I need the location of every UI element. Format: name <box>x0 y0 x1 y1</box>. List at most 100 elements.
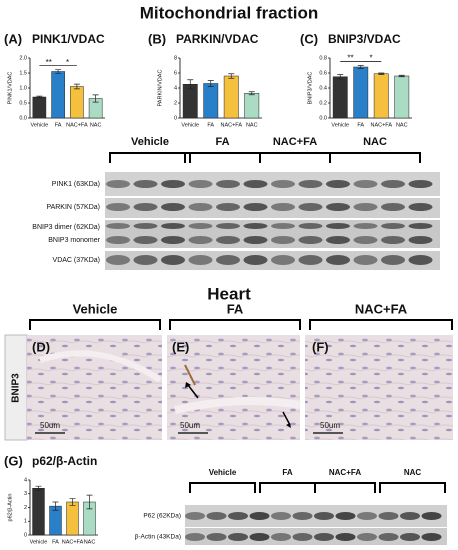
blot-band <box>161 203 185 211</box>
blot-band <box>408 180 433 188</box>
error-bar <box>35 485 42 491</box>
y-tick-label: 1 <box>24 519 27 525</box>
blot-band <box>292 512 313 520</box>
blot-band <box>188 223 213 229</box>
bar <box>353 66 369 119</box>
y-tick-label: 0.5 <box>19 100 27 106</box>
group-label: FA <box>227 301 244 316</box>
group-bracket <box>189 482 256 493</box>
blot-band <box>353 180 378 188</box>
blot-band <box>188 255 213 265</box>
chart-title: PINK1/VDAC <box>32 32 105 46</box>
figure-title: Mitochondrial fraction <box>140 3 319 22</box>
error-bar <box>187 79 194 90</box>
y-tick-label: 3 <box>24 491 27 497</box>
blot-band <box>271 533 291 541</box>
blot-band <box>161 236 185 244</box>
x-tick-label: NAC+FA <box>370 122 392 128</box>
scale-label: 50um <box>40 421 60 430</box>
blot-band <box>216 203 240 211</box>
y-tick-label: 0.2 <box>319 100 327 106</box>
bar <box>373 73 389 119</box>
panel-label: (E) <box>172 339 189 354</box>
significance-label: ** <box>46 58 52 67</box>
group-label: Vehicle <box>131 136 169 148</box>
blot-band <box>185 512 205 520</box>
blot-band <box>400 512 420 520</box>
blot-band <box>133 203 158 211</box>
blot-band <box>243 180 268 188</box>
blot-band <box>133 255 158 265</box>
bar <box>332 76 348 119</box>
group-bracket <box>184 152 261 163</box>
bar <box>394 75 410 119</box>
group-label: NAC <box>363 136 387 148</box>
x-tick-label: NAC <box>396 122 408 128</box>
blot-band <box>353 236 378 244</box>
blot-band <box>381 236 405 244</box>
blot-band <box>188 236 213 244</box>
blot-band <box>353 223 378 229</box>
error-bar <box>228 73 235 79</box>
panel-label: (F) <box>312 339 329 354</box>
group-bracket <box>169 319 301 330</box>
group-label: NAC <box>404 468 422 477</box>
error-bar <box>378 72 385 75</box>
y-tick-label: 0 <box>174 115 177 121</box>
group-label: FA <box>215 136 229 148</box>
group-bracket <box>259 152 331 163</box>
blot-band <box>243 203 268 211</box>
blot-band <box>161 255 185 265</box>
x-tick-label: FA <box>52 539 59 545</box>
blot-band <box>228 533 248 541</box>
blot-band <box>381 203 405 211</box>
y-axis-label: BNIP3/VDAC <box>307 72 313 105</box>
blot-band <box>216 180 240 188</box>
row-label: β-Actin (43KDa) <box>135 534 181 541</box>
blot-band <box>243 236 268 244</box>
blot-band <box>314 512 334 520</box>
row-label: PINK1 (63KDa) <box>52 181 100 188</box>
group-bracket <box>109 152 191 163</box>
blot-band <box>326 255 350 265</box>
y-tick-label: 4 <box>174 85 177 91</box>
blot-band <box>292 533 313 541</box>
y-tick-label: 1.0 <box>19 85 27 91</box>
bar <box>223 75 239 119</box>
blot-band <box>357 533 377 541</box>
error-bar <box>248 91 255 96</box>
blot-band <box>249 512 270 520</box>
blot-band <box>161 223 185 229</box>
group-label: Vehicle <box>73 301 118 316</box>
blot-band <box>298 255 323 265</box>
row-label: VDAC (37KDa) <box>53 257 100 264</box>
blot-band <box>408 236 433 244</box>
blot-band <box>298 180 323 188</box>
y-tick-label: 1.5 <box>19 70 27 76</box>
y-axis-label: p62/β-Actin <box>7 494 13 522</box>
blot-band <box>421 512 442 520</box>
blot-band <box>357 512 377 520</box>
chart-title: BNIP3/VDAC <box>328 32 401 46</box>
bar <box>32 488 45 536</box>
blot-band <box>381 223 405 229</box>
blot-band <box>271 512 291 520</box>
blot-band <box>335 533 356 541</box>
blot-band <box>216 223 240 229</box>
blot-band <box>381 255 405 265</box>
error-bar <box>357 65 364 69</box>
y-tick-label: 2 <box>24 505 27 511</box>
blot-band <box>421 533 442 541</box>
blot-band <box>400 533 420 541</box>
group-label: NAC+FA <box>273 136 317 148</box>
y-tick-label: 6 <box>174 70 177 76</box>
blot-band <box>133 223 158 229</box>
blot-band <box>216 236 240 244</box>
y-tick-label: 0.0 <box>19 115 27 121</box>
error-bar <box>337 74 344 80</box>
blot-band <box>298 203 323 211</box>
row-label: PARKIN (57KDa) <box>46 204 100 211</box>
blot-band <box>271 255 295 265</box>
bar <box>203 83 219 119</box>
error-bar <box>52 501 59 511</box>
